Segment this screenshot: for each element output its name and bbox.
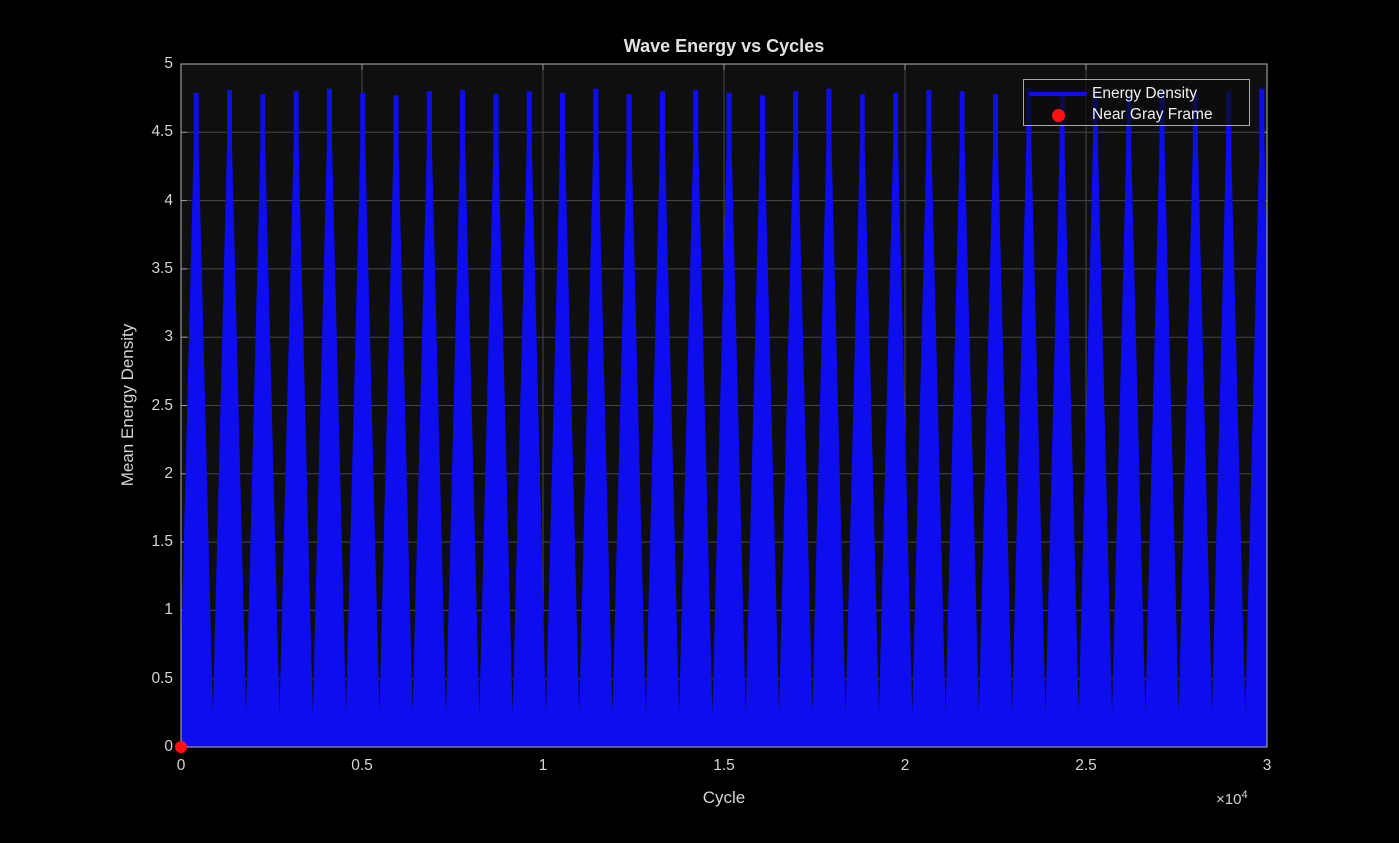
y-tick-label: 2.5 <box>151 396 173 414</box>
beat-spike <box>411 91 447 747</box>
beat-spike <box>744 95 780 747</box>
x-tick-label: 3 <box>1262 757 1272 774</box>
y-tick-label: 1 <box>164 601 173 619</box>
legend-entry-label: Near Gray Frame <box>1092 106 1213 123</box>
legend-dot-marker-cell <box>1024 108 1092 122</box>
beat-spike <box>478 94 514 747</box>
y-tick-label: 4 <box>164 191 173 209</box>
legend-entry-energy-density: Energy Density <box>1024 84 1249 104</box>
beat-spike <box>181 92 214 747</box>
legend-box: Energy Density Near Gray Frame <box>1023 79 1250 126</box>
y-tick-label: 0 <box>164 738 173 755</box>
beat-spike <box>245 94 281 747</box>
x-tick-label: 2.5 <box>1075 757 1097 774</box>
beat-spike <box>878 92 914 747</box>
beat-spike <box>1077 91 1113 747</box>
beat-spike <box>844 94 880 747</box>
x-tick-label: 1.5 <box>713 757 735 774</box>
y-tick-label: 4.5 <box>151 123 173 141</box>
beat-spike <box>611 94 647 747</box>
energy-density-series <box>181 88 1267 747</box>
x-axis-exponent-label: ×104 <box>1216 789 1248 808</box>
beat-spike <box>1111 95 1147 747</box>
y-tick-label: 2 <box>164 464 173 482</box>
beat-spike <box>778 91 814 747</box>
beat-spike <box>445 90 481 747</box>
beat-spike <box>711 92 747 747</box>
beat-spike <box>678 90 714 747</box>
chart-title: Wave Energy vs Cycles <box>623 36 825 56</box>
beat-spike <box>811 88 847 747</box>
beat-spike <box>978 94 1013 747</box>
beat-spike <box>944 91 980 747</box>
beat-spike <box>1011 88 1047 747</box>
axes-frame <box>180 63 1268 748</box>
x-tick-label: 0 <box>176 757 186 774</box>
x-axis-label: Cycle <box>702 788 746 807</box>
beat-spike <box>1177 92 1213 747</box>
beat-spike <box>1044 92 1080 747</box>
y-tick-label: 5 <box>164 55 173 72</box>
beat-spike <box>311 88 347 747</box>
red-dot-icon <box>1051 108 1065 122</box>
legend-entry-near-gray-frame: Near Gray Frame <box>1024 105 1249 125</box>
legend-entry-label: Energy Density <box>1092 85 1198 102</box>
x-tick-label: 2 <box>900 757 910 774</box>
beat-spike <box>1211 91 1247 747</box>
beat-spike <box>278 91 314 747</box>
x-axis-exponent-power: 4 <box>1241 789 1248 801</box>
near-gray-frame-marker <box>175 741 187 753</box>
beat-spike <box>345 92 381 747</box>
x-tick-label: 1 <box>538 757 548 774</box>
beat-spike <box>911 90 947 747</box>
legend-line-marker-cell <box>1024 92 1092 96</box>
y-tick-label: 3 <box>164 328 173 346</box>
y-tick-label: 1.5 <box>151 533 173 551</box>
beat-spike <box>1144 90 1180 747</box>
beat-spike <box>645 91 680 747</box>
y-tick-label: 0.5 <box>151 669 173 687</box>
beat-spike <box>511 91 547 747</box>
x-axis-exponent-base: ×10 <box>1216 791 1242 808</box>
beat-spike <box>212 90 247 747</box>
y-tick-label: 3.5 <box>151 259 173 277</box>
blue-line-icon <box>1029 92 1087 96</box>
beat-spike <box>1244 88 1267 747</box>
beat-spike <box>545 92 580 747</box>
beat-spike <box>378 95 414 747</box>
beat-spike <box>578 88 614 747</box>
x-tick-label: 0.5 <box>351 757 373 774</box>
